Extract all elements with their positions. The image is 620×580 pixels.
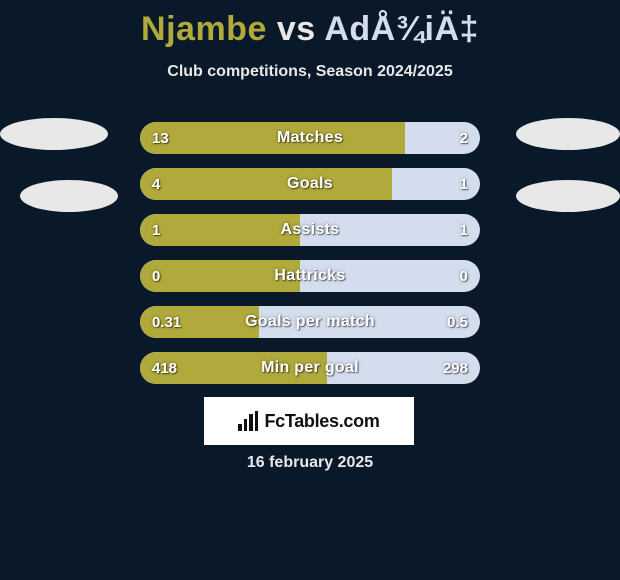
stat-label: Goals per match xyxy=(140,306,480,338)
stat-label: Matches xyxy=(140,122,480,154)
stat-bar: 418298Min per goal xyxy=(140,352,480,384)
avatar-placeholder xyxy=(516,118,620,150)
subtitle: Club competitions, Season 2024/2025 xyxy=(0,63,620,81)
date-text: 16 february 2025 xyxy=(0,454,620,472)
page-title: Njambe vs AdÅ¾iÄ‡ xyxy=(0,0,620,49)
stat-bar: 41Goals xyxy=(140,168,480,200)
stat-bar: 00Hattricks xyxy=(140,260,480,292)
brand-text: FcTables.com xyxy=(264,411,379,432)
avatar-placeholder xyxy=(516,180,620,212)
comparison-bars: 132Matches 41Goals 11Assists 00Hattricks 0.3… xyxy=(140,122,480,384)
stat-label: Hattricks xyxy=(140,260,480,292)
stat-bar: 0.310.5Goals per match xyxy=(140,306,480,338)
bars-icon xyxy=(238,411,258,431)
player1-name: Njambe xyxy=(141,10,267,48)
avatar-placeholder xyxy=(20,180,118,212)
avatar-placeholder xyxy=(0,118,108,150)
vs-text: vs xyxy=(277,10,316,48)
player2-name: AdÅ¾iÄ‡ xyxy=(324,10,479,48)
right-avatar-group xyxy=(516,118,620,212)
brand-box: FcTables.com xyxy=(204,397,414,445)
stat-label: Assists xyxy=(140,214,480,246)
stat-label: Goals xyxy=(140,168,480,200)
stat-bar: 11Assists xyxy=(140,214,480,246)
stat-label: Min per goal xyxy=(140,352,480,384)
stat-bar: 132Matches xyxy=(140,122,480,154)
left-avatar-group xyxy=(0,118,118,212)
